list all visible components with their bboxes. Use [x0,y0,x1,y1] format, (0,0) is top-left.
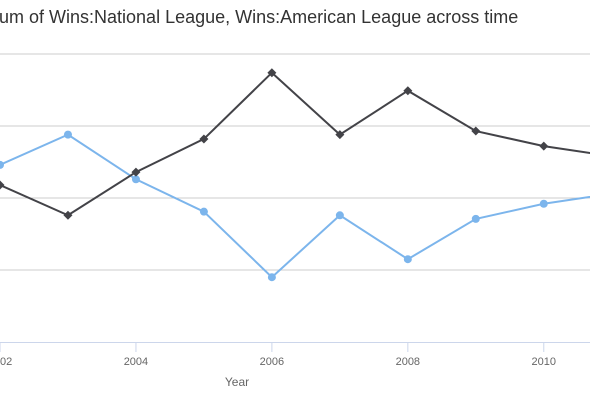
x-tick-label: 2010 [532,356,556,368]
point [539,199,548,208]
point [539,141,549,151]
point [131,175,140,184]
point [0,160,4,169]
point [403,255,412,264]
x-tick-label: 2008 [396,356,420,368]
x-tick-label: 2002 [0,356,12,368]
point [199,207,208,216]
x-axis-title: Year [225,375,249,389]
point [403,86,413,96]
point [63,210,73,220]
point [0,180,5,190]
point [471,126,481,136]
point [131,167,141,177]
x-tick-label: 2004 [124,356,148,368]
point [335,130,345,140]
point [267,68,277,78]
chart-title: Sum of Wins:National League, Wins:Americ… [0,7,518,27]
x-tick-label: 2006 [260,356,284,368]
series-line [0,133,590,279]
point [63,130,72,139]
point [471,214,480,223]
series-line [0,71,590,217]
point [199,134,209,144]
point [267,273,276,282]
point [335,211,344,220]
